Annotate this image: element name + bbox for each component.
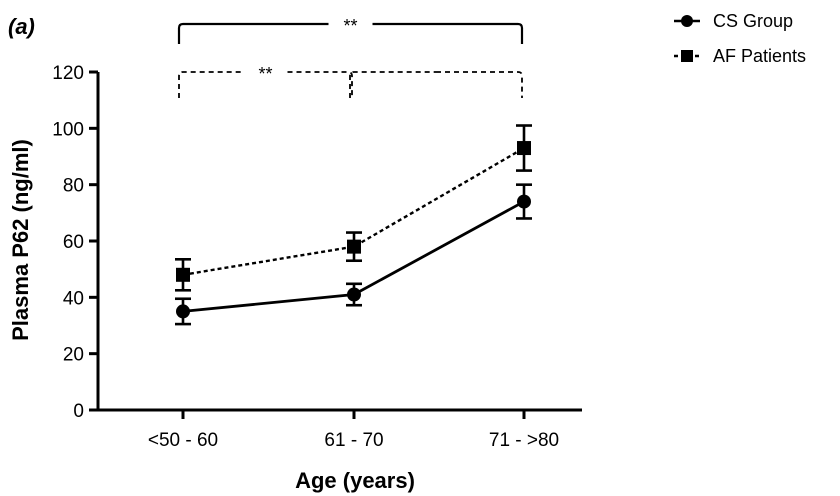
series-af-patients — [175, 124, 532, 292]
panel-label: (a) — [8, 14, 35, 39]
data-point — [347, 287, 361, 302]
y-tick-label: 40 — [63, 288, 84, 309]
legend-marker — [681, 50, 693, 62]
y-tick-label: 0 — [73, 401, 84, 422]
data-point — [176, 267, 190, 282]
axes: 0 20 40 60 80 100 120 <50 - 60 61 - 70 71 - >80 — [52, 63, 582, 451]
legend-item: CS Group — [674, 11, 793, 31]
x-axis-title: Age (years) — [295, 468, 415, 493]
x-tick-label: <50 - 60 — [148, 430, 218, 451]
significance-bracket: ** — [178, 64, 353, 98]
series-cs-group — [175, 183, 532, 326]
legend-item: AF Patients — [674, 46, 806, 66]
bracket-left-arm — [349, 71, 436, 98]
bracket-right-arm — [436, 71, 523, 98]
data-point — [347, 239, 361, 254]
significance-brackets: ** ** — [177, 16, 524, 98]
bracket-right-arm — [287, 71, 353, 98]
x-tick-label: 71 - >80 — [489, 430, 559, 451]
y-tick-label: 120 — [52, 63, 84, 84]
y-tick-label: 60 — [63, 232, 84, 253]
legend-marker — [681, 15, 693, 27]
significance-bracket — [349, 71, 523, 98]
legend-label: CS Group — [713, 11, 793, 31]
significance-label: ** — [258, 64, 272, 84]
y-tick-label: 80 — [63, 176, 84, 197]
y-tick-label: 20 — [63, 345, 84, 366]
bracket-right-arm — [372, 22, 524, 44]
series-line — [182, 147, 525, 276]
significance-label: ** — [343, 16, 357, 36]
bracket-left-arm — [178, 71, 244, 98]
significance-bracket: ** — [177, 16, 524, 44]
y-axis-title: Plasma P62 (ng/ml) — [8, 139, 33, 341]
legend-label: AF Patients — [713, 46, 806, 66]
data-point — [176, 304, 190, 319]
y-tick-label: 100 — [52, 119, 84, 140]
data-point — [517, 194, 531, 209]
legend: CS Group AF Patients — [674, 11, 806, 66]
bracket-left-arm — [177, 22, 329, 44]
x-tick-label: 61 - 70 — [324, 430, 383, 451]
data-point — [517, 141, 531, 156]
series-group — [175, 124, 532, 326]
